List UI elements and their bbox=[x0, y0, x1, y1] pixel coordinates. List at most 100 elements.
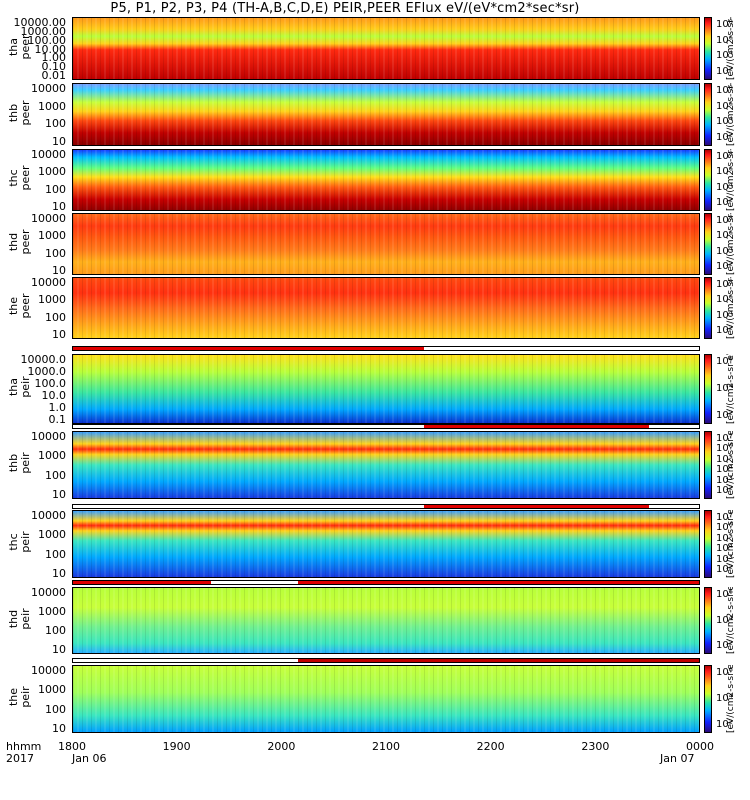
flag-segment bbox=[423, 425, 649, 428]
colorbar-unit-label: [eV/(cm2-s-sr-eV)] bbox=[726, 587, 736, 654]
y-axis-label: tha peir bbox=[7, 367, 32, 407]
panel-thb-peer: 10000 1000 100 10 bbox=[31, 83, 700, 147]
colorbar bbox=[704, 510, 712, 578]
colorbar-tick-label: 10⁶ bbox=[716, 356, 733, 367]
colorbar-tick-label: 10⁴ bbox=[716, 309, 733, 321]
y-tick-label: 10000.00 bbox=[13, 16, 67, 29]
colorbar bbox=[704, 431, 712, 499]
y-tick-label: 10000 bbox=[31, 82, 66, 95]
y-axis-label: thb peir bbox=[7, 443, 32, 483]
colorbar-tick-label: 10⁷ bbox=[716, 433, 733, 444]
spectrogram-texture bbox=[73, 355, 699, 423]
y-tick-label: 10.00 bbox=[34, 42, 67, 56]
colorbar-tick-label: 10⁸ bbox=[716, 19, 733, 30]
quality-flag-bar bbox=[72, 504, 700, 509]
panel-tha-peir: 10000.0 1000.0 100.0 10.0 1.0 0.1 bbox=[21, 354, 700, 425]
species-label: peir bbox=[19, 376, 32, 398]
colorbar-unit-label: [eV/(cm2-s-sr-eV)] bbox=[726, 665, 736, 733]
spectrogram-image bbox=[72, 510, 700, 578]
colorbar bbox=[704, 665, 712, 733]
colorbar bbox=[704, 83, 712, 146]
quality-flag-bar bbox=[72, 346, 700, 351]
spectrogram-texture bbox=[73, 588, 699, 653]
y-tick-label: 10000 bbox=[31, 148, 66, 161]
y-tick-label: 100 bbox=[45, 702, 66, 716]
y-tick-label: 100 bbox=[45, 624, 66, 637]
panel-thd-peir: 10000 1000 100 10 bbox=[31, 587, 700, 655]
colorbar bbox=[704, 17, 712, 80]
colorbar-tick-label: 10⁶ bbox=[716, 166, 733, 178]
colorbar-unit-label: [eV/(cm2-s-sr-eV)] bbox=[726, 17, 736, 80]
colorbar-tick-label: 10⁴ bbox=[716, 693, 733, 704]
x-tick-label: 0000 bbox=[686, 740, 714, 753]
x-date-start: Jan 06 bbox=[72, 752, 107, 765]
colorbar-tick-label: 10² bbox=[716, 719, 733, 730]
x-tick-label: 1900 bbox=[162, 740, 191, 753]
colorbar bbox=[704, 149, 712, 211]
spectrogram-texture bbox=[73, 150, 699, 210]
y-tick-label: 10000.0 bbox=[20, 353, 67, 366]
panel-the-peir: 10000 1000 100 10 bbox=[31, 665, 700, 734]
colorbar-unit-label: [eV/(cm2-s-sr-eV)] bbox=[726, 83, 736, 146]
y-tick-label: 1.00 bbox=[41, 51, 67, 65]
y-tick-label: 10 bbox=[52, 135, 66, 148]
quality-flag-bar bbox=[72, 424, 700, 429]
spectrogram-image bbox=[72, 17, 700, 80]
y-tick-label: 100 bbox=[45, 246, 66, 260]
y-axis-label: tha peer bbox=[7, 27, 32, 67]
spectrogram-texture bbox=[73, 278, 699, 338]
colorbar-tick-label: 10³ bbox=[716, 474, 733, 486]
y-tick-label: 10 bbox=[52, 567, 66, 580]
spectrogram-texture bbox=[73, 511, 699, 577]
colorbar-tick-label: 10⁴ bbox=[716, 50, 733, 62]
colorbar-tick-label: 10⁴ bbox=[716, 464, 733, 476]
flag-segment bbox=[298, 659, 699, 662]
spectrogram-image bbox=[72, 431, 700, 499]
species-label: peir bbox=[19, 607, 32, 630]
panel-thc-peer: 10000 1000 100 10 bbox=[31, 149, 700, 212]
y-tick-label: 0.1 bbox=[48, 413, 67, 426]
spectrogram-texture bbox=[73, 666, 699, 732]
y-tick-label: 10000 bbox=[31, 664, 66, 677]
x-tick-label: 1800 bbox=[58, 740, 86, 753]
y-tick-label: 1000 bbox=[38, 605, 66, 618]
colorbar-tick-label: 10⁴ bbox=[716, 383, 733, 394]
colorbar-tick-label: 10⁸ bbox=[716, 85, 733, 96]
spectrogram-texture bbox=[73, 432, 699, 498]
species-label: peir bbox=[19, 686, 32, 708]
colorbar-unit-label: [eV/(cm2-s-sr-eV)] bbox=[726, 510, 736, 578]
colorbar-tick-label: 10⁴ bbox=[716, 116, 733, 128]
y-tick-label: 1000 bbox=[38, 449, 66, 463]
species-label: peer bbox=[19, 293, 32, 319]
y-tick-label: 10000 bbox=[31, 430, 66, 443]
y-axis-label: thc peer bbox=[7, 158, 32, 198]
colorbar-unit-label: [eV/(cm2-s-sr-eV)] bbox=[726, 149, 736, 211]
colorbar-unit-label: [eV/(cm2-s-sr-eV)] bbox=[726, 277, 736, 339]
colorbar-tick-label: 10⁸ bbox=[716, 215, 733, 226]
colorbar-tick-label: 10² bbox=[716, 325, 733, 336]
flag-segment bbox=[423, 347, 699, 350]
colorbar-tick-label: 10² bbox=[716, 485, 733, 496]
y-tick-label: 1000 bbox=[38, 528, 66, 542]
x-tick-label: 2300 bbox=[581, 740, 610, 753]
y-tick-label: 10 bbox=[52, 488, 66, 501]
spectrogram-image bbox=[72, 149, 700, 211]
flag-segment bbox=[73, 581, 211, 584]
colorbar-tick-label: 10⁶ bbox=[716, 522, 733, 534]
y-tick-label: 10000 bbox=[31, 276, 66, 289]
species-label: peer bbox=[19, 229, 32, 255]
colorbar-tick-label: 10² bbox=[716, 640, 733, 651]
colorbar-tick-label: 10² bbox=[716, 261, 733, 272]
colorbar-tick-label: 10² bbox=[716, 197, 733, 208]
colorbar-tick-label: 10⁸ bbox=[716, 279, 733, 290]
y-tick-label: 0.10 bbox=[41, 60, 67, 74]
colorbar-unit-label: [eV/(cm2-s-sr-eV)] bbox=[726, 354, 736, 424]
colorbar-tick-label: 10⁷ bbox=[716, 512, 733, 523]
y-tick-label: 100 bbox=[45, 182, 66, 196]
x-label-year: 2017 bbox=[6, 752, 34, 765]
species-label: peer bbox=[19, 165, 32, 191]
colorbar-tick-label: 10² bbox=[716, 66, 733, 77]
species-label: peer bbox=[19, 33, 32, 60]
species-label: peer bbox=[19, 99, 32, 126]
x-label-hhmm: hhmm bbox=[6, 740, 42, 753]
